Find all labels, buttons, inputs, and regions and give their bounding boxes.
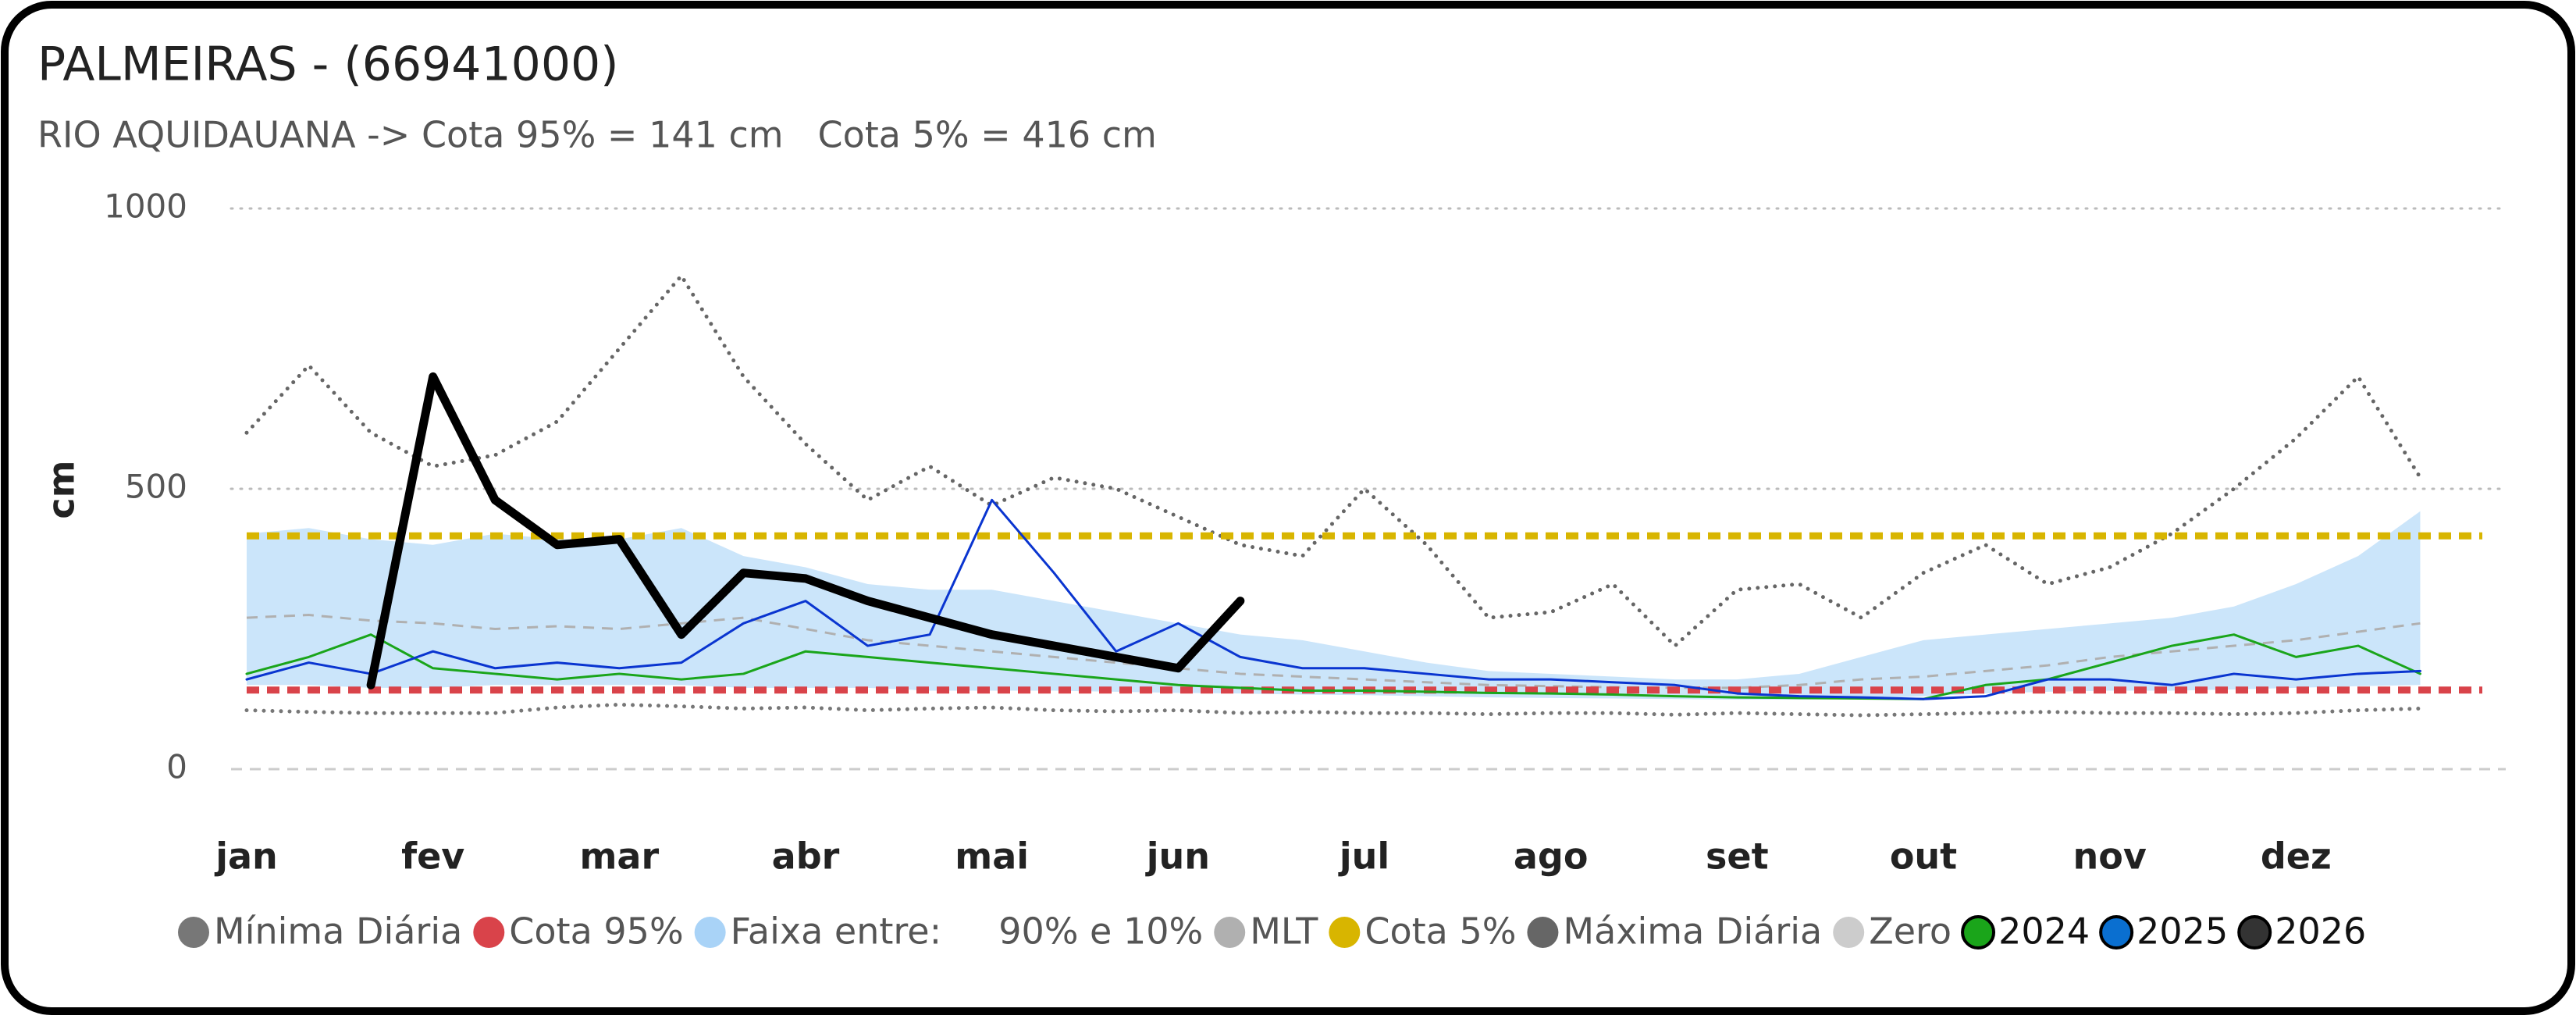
legend-label: Mínima Diária — [214, 910, 462, 953]
legend-marker — [1214, 917, 1246, 948]
x-tick-label: mai — [955, 836, 1029, 878]
legend-label: Faixa entre: 90% e 10% — [731, 910, 1204, 953]
x-tick-label: jan — [214, 836, 278, 878]
legend-label: Máxima Diária — [1563, 910, 1822, 953]
x-tick-label: mar — [579, 836, 659, 878]
legend-label: 2025 — [2137, 910, 2228, 953]
x-tick-label: set — [1706, 836, 1769, 878]
x-tick-label: jul — [1338, 836, 1389, 878]
x-tick-label: ago — [1514, 836, 1589, 878]
series-line — [246, 614, 2421, 689]
legend-marker — [2099, 915, 2134, 950]
legend-marker — [1329, 917, 1361, 948]
legend-marker — [2237, 915, 2272, 950]
x-tick-label: nov — [2073, 836, 2146, 878]
legend-marker — [473, 917, 505, 948]
x-tick-label: out — [1890, 836, 1957, 878]
legend-marker — [694, 917, 726, 948]
legend-label: Cota 5% — [1364, 910, 1516, 953]
legend-label: 2026 — [2275, 910, 2366, 953]
x-tick-label: abr — [772, 836, 840, 878]
y-axis-label: cm — [41, 460, 83, 518]
legend-marker — [1833, 917, 1865, 948]
legend-label: MLT — [1250, 910, 1318, 953]
chart-subtitle: RIO AQUIDAUANA -> Cota 95% = 141 cm Cota… — [37, 114, 1157, 156]
legend-marker — [1527, 917, 1559, 948]
series-line — [245, 633, 2421, 700]
legend-label: 2024 — [1998, 910, 2090, 953]
legend-marker — [178, 917, 209, 948]
y-tick-label: 500 — [125, 468, 187, 506]
x-tick-label: dez — [2261, 836, 2332, 878]
y-tick-label: 1000 — [104, 187, 187, 226]
band-area — [247, 511, 2421, 700]
legend-label: Zero — [1869, 910, 1952, 953]
series-line — [244, 702, 2422, 718]
x-tick-label: jun — [1145, 836, 1210, 878]
chart-title: PALMEIRAS - (66941000) — [37, 37, 619, 92]
x-tick-label: fev — [401, 836, 464, 878]
legend-marker — [1961, 915, 1996, 950]
series-line — [366, 372, 1245, 689]
y-tick-label: 0 — [166, 748, 187, 786]
legend-label: Cota 95% — [509, 910, 683, 953]
series-line — [245, 498, 2421, 700]
